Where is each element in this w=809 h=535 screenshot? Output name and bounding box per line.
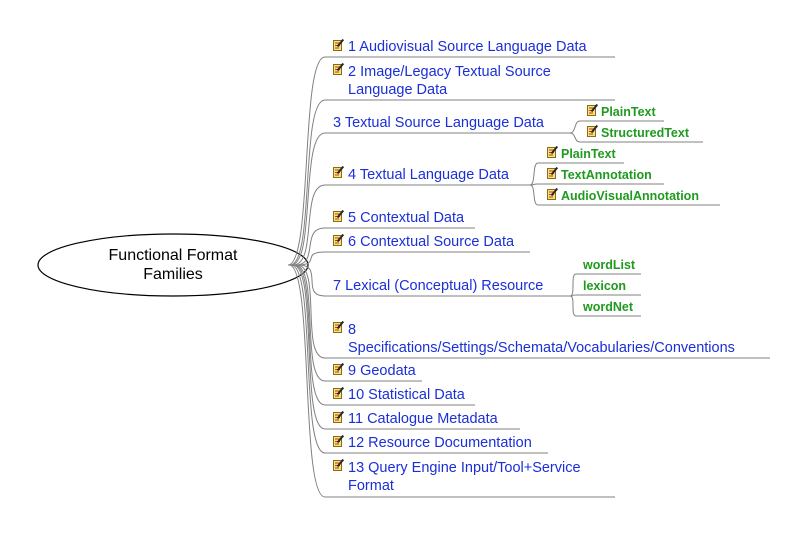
branch-13-label-line1[interactable]: 13 Query Engine Input/Tool+Service xyxy=(348,460,581,476)
branch-8-label-line2[interactable]: Specifications/Settings/Schemata/Vocabul… xyxy=(348,340,735,356)
branch-connector xyxy=(296,264,326,359)
branch-11-label[interactable]: 11 Catalogue Metadata xyxy=(348,411,498,427)
sub-connector xyxy=(569,273,577,297)
branch-connector xyxy=(294,227,326,266)
note-pencil-icon[interactable] xyxy=(333,435,344,447)
root-ellipse xyxy=(37,233,309,297)
branch-3-label[interactable]: 3 Textual Source Language Data xyxy=(333,115,544,131)
branch-2-label-line2[interactable]: Language Data xyxy=(348,82,448,98)
branch-8-label-line1[interactable]: 8 xyxy=(348,322,357,338)
branch-connector xyxy=(290,132,326,266)
root-node[interactable]: Functional Format Families xyxy=(40,246,306,284)
sub-connector xyxy=(569,295,577,317)
root-label-line2: Families xyxy=(143,266,203,283)
branch-connector xyxy=(292,184,326,266)
note-pencil-icon[interactable] xyxy=(333,363,344,375)
note-pencil-icon[interactable] xyxy=(587,104,598,116)
branch-connector xyxy=(288,264,326,498)
branch-5-label[interactable]: 5 Contextual Data xyxy=(348,210,465,226)
root-label-line1: Functional Format xyxy=(108,247,238,264)
note-pencil-icon[interactable] xyxy=(333,234,344,246)
note-pencil-icon[interactable] xyxy=(333,63,344,75)
branch-4-label[interactable]: 4 Textual Language Data xyxy=(348,167,509,183)
note-pencil-icon[interactable] xyxy=(333,321,344,333)
note-pencil-icon[interactable] xyxy=(587,125,598,137)
leaf-structuredtext[interactable]: StructuredText xyxy=(601,126,689,140)
note-pencil-icon[interactable] xyxy=(333,39,344,51)
branch-connector xyxy=(298,264,326,297)
note-pencil-icon[interactable] xyxy=(333,459,344,471)
branch-connector xyxy=(293,264,326,406)
branch-13-label-line2[interactable]: Format xyxy=(348,478,394,494)
note-pencil-icon[interactable] xyxy=(333,387,344,399)
branch-connector xyxy=(290,264,326,454)
branch-connector xyxy=(296,251,326,266)
branch-1-label[interactable]: 1 Audiovisual Source Language Data xyxy=(348,39,587,55)
branch-6-label[interactable]: 6 Contextual Source Data xyxy=(348,234,515,250)
leaf-plaintext[interactable]: PlainText xyxy=(601,105,656,119)
leaf-wordlist[interactable]: wordList xyxy=(583,258,636,272)
note-pencil-icon[interactable] xyxy=(333,166,344,178)
branch-connector xyxy=(294,264,326,382)
note-pencil-icon[interactable] xyxy=(333,411,344,423)
leaf-wordnet[interactable]: wordNet xyxy=(583,300,633,314)
branch-12-label[interactable]: 12 Resource Documentation xyxy=(348,435,532,451)
branch-10-label[interactable]: 10 Statistical Data xyxy=(348,387,465,403)
sub-connector xyxy=(529,162,539,186)
branch-2-label-line1[interactable]: 2 Image/Legacy Textual Source xyxy=(348,64,551,80)
branch-connector xyxy=(287,56,326,266)
sub-connector xyxy=(569,120,581,134)
leaf-plaintext[interactable]: PlainText xyxy=(561,147,616,161)
note-pencil-icon[interactable] xyxy=(333,210,344,222)
leaf-lexicon[interactable]: lexicon xyxy=(583,279,627,293)
leaf-audiovisualannotation[interactable]: AudioVisualAnnotation xyxy=(561,189,699,203)
sub-connector xyxy=(529,184,539,206)
note-pencil-icon[interactable] xyxy=(547,188,558,200)
branch-9-label[interactable]: 9 Geodata xyxy=(348,363,416,379)
note-pencil-icon[interactable] xyxy=(547,146,558,158)
note-pencil-icon[interactable] xyxy=(547,167,558,179)
leaf-textannotation[interactable]: TextAnnotation xyxy=(561,168,652,182)
branch-connector xyxy=(292,264,326,430)
branch-7-label[interactable]: 7 Lexical (Conceptual) Resource xyxy=(333,278,544,294)
sub-connector xyxy=(569,132,581,143)
branch-connector xyxy=(289,99,326,266)
